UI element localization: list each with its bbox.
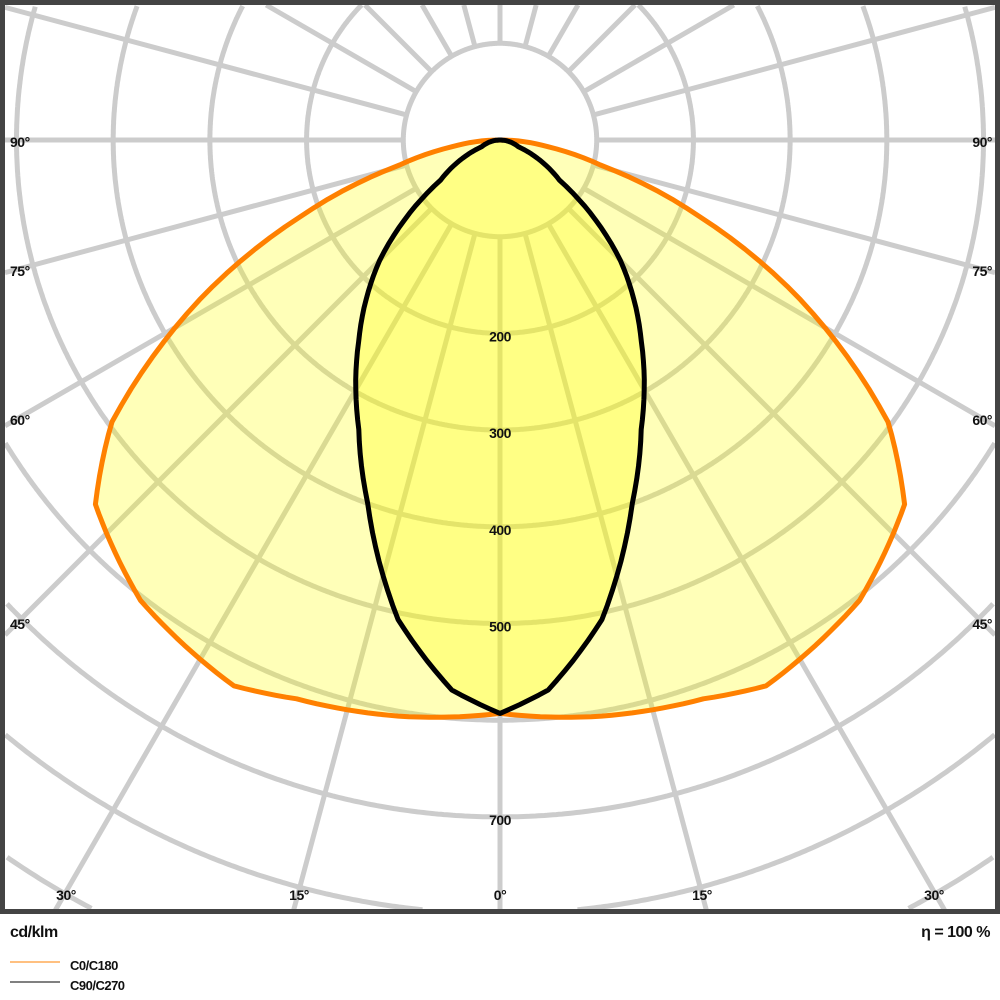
unit-label: cd/klm: [10, 924, 58, 941]
grid-spoke: [566, 3, 637, 74]
grid-ring-300: [207, 4, 793, 433]
grid-ring-200: [304, 3, 696, 336]
labels: 200 300 400 500 700 90° 75° 60° 45° 90° 75° 60° 45° 3…: [10, 134, 993, 903]
grid-spoke: [53, 222, 454, 912]
angle-label-bottom: 15°: [289, 887, 309, 903]
radial-tick-label: 700: [489, 812, 512, 828]
radial-tick-label: 300: [489, 425, 512, 441]
grid-spoke: [3, 186, 418, 428]
grid-spoke: [592, 162, 996, 276]
grid-ring-600: [3, 441, 997, 723]
angle-label-bottom: 0°: [494, 887, 506, 903]
angle-label-right: 90°: [972, 134, 992, 150]
angle-label-left: 75°: [10, 263, 30, 279]
grid-spoke: [4, 162, 408, 276]
series-line-C90-C270: [353, 137, 647, 716]
angle-label-right: 75°: [972, 263, 992, 279]
grid-ring-400: [110, 5, 890, 530]
grid-ring-800: [3, 732, 997, 913]
angle-label-bottom: 30°: [56, 887, 76, 903]
angle-label-right: 60°: [972, 412, 992, 428]
angle-label-right: 45°: [972, 616, 992, 632]
legend-label-c90: C90/C270: [70, 978, 125, 993]
grid-spoke: [3, 206, 434, 637]
grid-spoke: [582, 186, 997, 428]
grid-spoke: [546, 3, 581, 58]
grid-spoke: [419, 3, 454, 58]
radial-tick-label: 500: [489, 619, 512, 635]
grid-spoke: [566, 206, 997, 637]
angle-label-left: 45°: [10, 616, 30, 632]
chart-frame: [0, 0, 1000, 914]
grid-spoke: [461, 4, 478, 48]
grid-spoke: [546, 222, 947, 912]
grid-ring-700: [5, 602, 995, 820]
grid-spoke: [363, 3, 434, 74]
series-fill-0: [95, 140, 905, 718]
grid-ring-900: [5, 855, 995, 911]
angle-label-left: 60°: [10, 412, 30, 428]
grid-spoke: [4, 4, 408, 118]
radial-tick-label: 200: [489, 328, 512, 344]
angle-label-bottom: 30°: [924, 887, 944, 903]
angle-label-left: 90°: [10, 134, 30, 150]
series-fill-1: [355, 140, 645, 714]
radial-tick-label: 400: [489, 522, 512, 538]
grid-ring-500: [14, 6, 986, 626]
efficiency-label: η = 100 %: [921, 924, 990, 941]
grid-spoke: [522, 4, 539, 48]
curves: [92, 137, 908, 720]
angle-label-bottom: 15°: [692, 887, 712, 903]
grid-spoke: [582, 2, 736, 94]
legend-label-c0: C0/C180: [70, 958, 118, 973]
grid-spoke: [592, 4, 996, 118]
grid: [3, 2, 997, 913]
grid-spoke: [264, 2, 418, 94]
